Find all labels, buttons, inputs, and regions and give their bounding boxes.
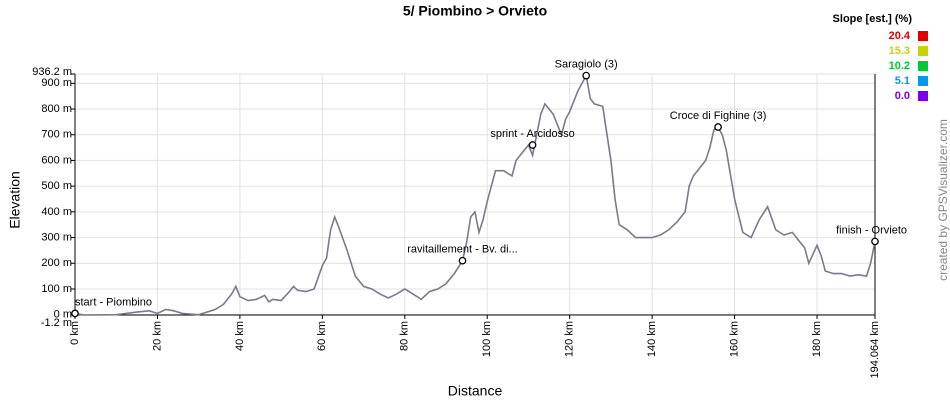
y-tick-label: 700 m (41, 129, 72, 141)
legend-swatch (918, 31, 928, 41)
x-tick-label: 194.064 km (869, 321, 881, 378)
x-tick-label: 40 km (234, 321, 246, 351)
x-tick-label: 140 km (646, 321, 658, 357)
legend-title: Slope [est.] (%) (833, 13, 913, 25)
x-tick-label: 0 km (69, 321, 81, 345)
elevation-line (74, 73, 876, 316)
waypoint-marker (582, 71, 591, 80)
x-tick-label: 100 km (481, 321, 493, 357)
legend-label: 10.2 (889, 60, 910, 72)
waypoint-label: finish - Orvieto (836, 224, 907, 236)
legend-label: 5.1 (895, 75, 910, 87)
waypoint-label: Croce di Fighine (3) (670, 110, 767, 122)
waypoint-label: sprint - Arcidosso (490, 128, 574, 140)
legend-swatch (918, 46, 928, 56)
y-tick-label: 300 m (41, 231, 72, 243)
waypoint-marker (714, 123, 722, 131)
x-tick-label: 180 km (811, 321, 823, 357)
y-axis-title: Elevation (7, 171, 23, 229)
waypoint-label: Saragiolo (3) (555, 59, 618, 71)
legend-label: 15.3 (889, 45, 910, 57)
legend-label: 0.0 (895, 90, 910, 102)
y-tick-label: 500 m (41, 180, 72, 192)
y-tick-label: 936.2 m (32, 66, 72, 78)
x-tick-label: 120 km (564, 321, 576, 357)
legend-label: 20.4 (889, 30, 911, 42)
waypoint-label: ravitaillement - Bv. di... (407, 244, 517, 256)
waypoint-marker (871, 237, 879, 246)
y-tick-label: 600 m (41, 154, 72, 166)
y-tick-label: 800 m (41, 103, 72, 115)
y-tick-label: 100 m (41, 283, 72, 295)
waypoint-label: start - Piombino (75, 296, 152, 308)
watermark: created by GPSVisualizer.com (936, 119, 950, 281)
x-tick-label: 160 km (728, 321, 740, 357)
y-tick-label: 0 m (54, 309, 72, 321)
x-axis-title: Distance (448, 383, 503, 399)
waypoint-marker (528, 141, 537, 149)
x-tick-label: 80 km (399, 321, 411, 351)
legend-swatch (918, 61, 928, 71)
y-tick-label: 900 m (41, 77, 72, 89)
chart-title: 5/ Piombino > Orvieto (403, 3, 547, 19)
legend-swatch (918, 91, 928, 101)
x-tick-label: 60 km (316, 321, 328, 351)
waypoint-marker (71, 309, 79, 318)
y-tick-label: -1.2 m (41, 317, 72, 329)
waypoint-marker (458, 256, 467, 265)
y-tick-label: 400 m (41, 206, 72, 218)
legend-swatch (918, 76, 928, 86)
x-tick-label: 20 km (151, 321, 163, 351)
y-tick-label: 200 m (41, 257, 72, 269)
